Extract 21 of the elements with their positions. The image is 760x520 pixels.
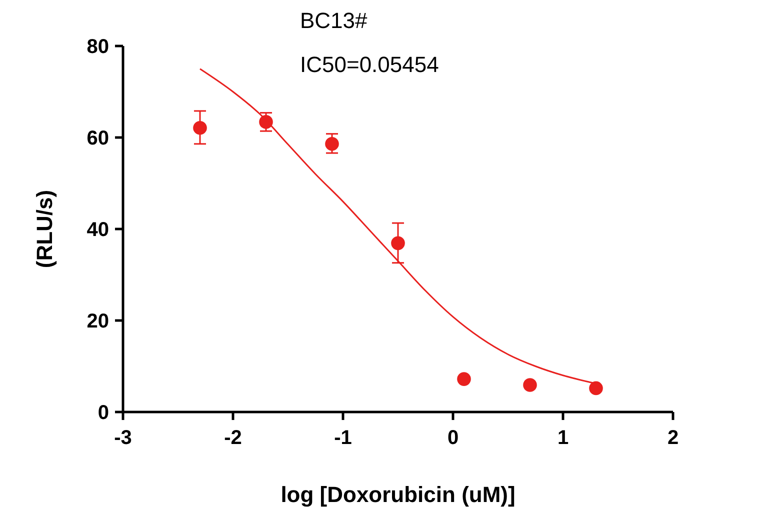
y-axis-title: (RLU/s): [32, 190, 57, 268]
x-tick-label: -2: [224, 427, 242, 449]
point: [457, 372, 471, 386]
x-tick-label: 2: [667, 427, 679, 449]
y-tick-label: 40: [86, 219, 109, 241]
annotation: IC50=0.05454: [300, 52, 439, 77]
x-tick-label: -3: [114, 427, 132, 449]
y-tick-label: 20: [86, 310, 109, 332]
x-axis-title: log [Doxorubicin (uM)]: [280, 482, 516, 507]
y-tick-label: 60: [86, 128, 109, 150]
point: [391, 236, 405, 250]
y-tick-label: 80: [86, 36, 109, 58]
text: BC13#: [300, 8, 368, 33]
y-tick-label: 0: [98, 402, 109, 424]
x-tick-label: 0: [447, 427, 459, 449]
point: [523, 378, 537, 392]
point: [325, 137, 339, 151]
point: [193, 120, 207, 135]
x-tick-label: -1: [334, 427, 352, 449]
point: [589, 381, 603, 396]
x-tick-label: 1: [557, 427, 569, 449]
